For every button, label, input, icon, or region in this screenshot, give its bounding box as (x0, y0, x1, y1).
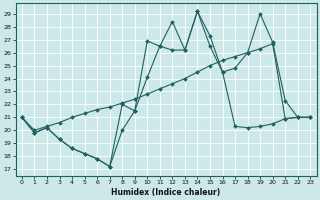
X-axis label: Humidex (Indice chaleur): Humidex (Indice chaleur) (111, 188, 221, 197)
